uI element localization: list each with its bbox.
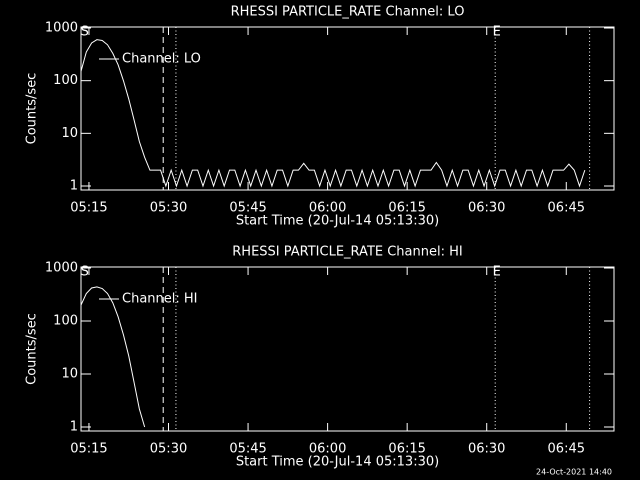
y-tick-label: 100 bbox=[53, 73, 78, 88]
x-tick-label: 05:30 bbox=[150, 201, 187, 216]
y-tick-label: 1000 bbox=[45, 261, 78, 276]
legend-label: Channel: HI bbox=[122, 292, 198, 307]
x-tick-label: 06:30 bbox=[468, 201, 505, 216]
x-tick-label: 06:45 bbox=[548, 201, 585, 216]
x-axis-label: Start Time (20-Jul-14 05:13:30) bbox=[236, 214, 439, 229]
y-tick-label: 1000 bbox=[45, 21, 78, 36]
x-tick-label: 05:15 bbox=[70, 201, 107, 216]
series-line bbox=[81, 39, 586, 188]
x-tick-label: 05:30 bbox=[150, 442, 187, 457]
x-tick-label: 05:45 bbox=[229, 442, 266, 457]
x-tick-label: 06:45 bbox=[548, 442, 585, 457]
chart-title: RHESSI PARTICLE_RATE Channel: LO bbox=[231, 5, 465, 20]
y-tick-label: 100 bbox=[53, 314, 78, 329]
annotation: S bbox=[81, 265, 89, 280]
x-tick-label: 06:30 bbox=[468, 442, 505, 457]
x-tick-label: 06:15 bbox=[388, 442, 425, 457]
legend-label: Channel: LO bbox=[122, 52, 201, 67]
x-tick-label: 05:15 bbox=[70, 442, 107, 457]
annotation: E bbox=[493, 265, 501, 280]
footer: 24-Oct-2021 14:40 bbox=[536, 468, 612, 477]
x-tick-label: 05:45 bbox=[229, 201, 266, 216]
x-tick-label: 06:00 bbox=[309, 201, 346, 216]
plot-frame bbox=[80, 26, 615, 191]
x-tick-label: 06:15 bbox=[388, 201, 425, 216]
y-tick-label: 1 bbox=[70, 420, 78, 435]
y-tick-label: 10 bbox=[61, 126, 78, 141]
annotation: S bbox=[81, 25, 89, 40]
x-axis-label: Start Time (20-Jul-14 05:13:30) bbox=[236, 455, 439, 470]
y-tick-label: 1 bbox=[70, 179, 78, 194]
y-axis-label: Counts/sec bbox=[25, 73, 40, 145]
annotation: E bbox=[493, 25, 501, 40]
chart-title: RHESSI PARTICLE_RATE Channel: HI bbox=[232, 245, 462, 260]
plot-frame bbox=[80, 266, 615, 432]
y-tick-label: 10 bbox=[61, 367, 78, 382]
series-line bbox=[81, 286, 146, 428]
y-axis-label: Counts/sec bbox=[25, 313, 40, 385]
x-tick-label: 06:00 bbox=[309, 442, 346, 457]
